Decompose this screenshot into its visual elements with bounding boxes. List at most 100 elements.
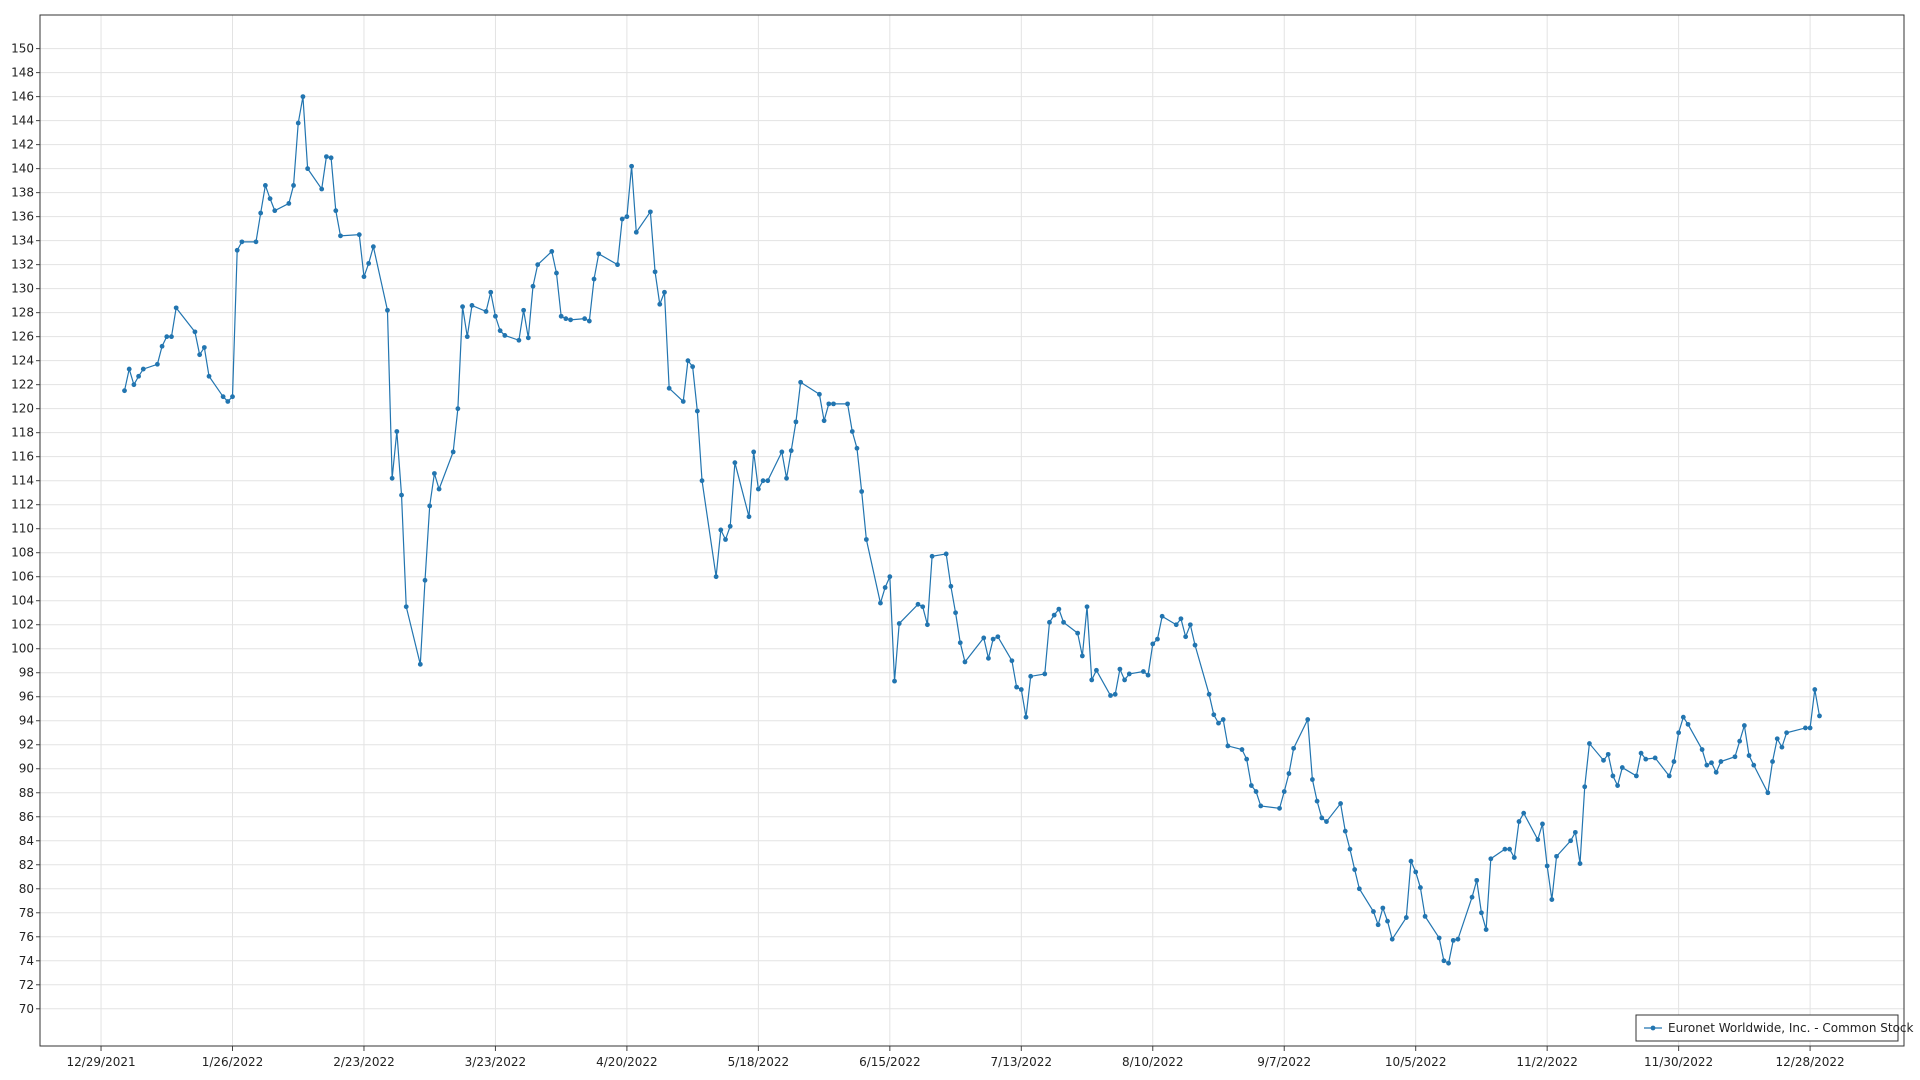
- data-point: [239, 239, 245, 245]
- data-point: [680, 399, 686, 404]
- data-point: [1389, 936, 1395, 942]
- x-tick-label: 3/23/2022: [465, 1055, 527, 1069]
- data-point: [1469, 894, 1475, 900]
- data-point: [1352, 867, 1358, 872]
- x-tick-label: 11/2/2022: [1516, 1055, 1578, 1069]
- data-point: [1507, 846, 1513, 852]
- data-point: [1187, 622, 1193, 628]
- data-point: [957, 640, 963, 646]
- data-point: [694, 408, 700, 414]
- data-point: [370, 244, 376, 250]
- data-point: [1417, 885, 1423, 890]
- data-point: [1347, 846, 1353, 852]
- data-point: [1713, 769, 1719, 775]
- data-point: [497, 328, 503, 334]
- data-point: [1183, 634, 1189, 640]
- y-tick-label: 126: [11, 330, 34, 344]
- data-point: [1535, 837, 1541, 842]
- data-point: [140, 366, 146, 372]
- y-tick-label: 142: [11, 138, 34, 152]
- data-point: [1544, 863, 1550, 869]
- data-point: [1173, 622, 1179, 628]
- y-tick-label: 94: [19, 714, 34, 728]
- data-point: [1601, 757, 1606, 763]
- y-tick-label: 90: [19, 762, 34, 776]
- data-point: [1619, 765, 1625, 770]
- y-tick-label: 104: [11, 594, 34, 608]
- data-point: [1056, 606, 1062, 612]
- data-point: [1671, 759, 1677, 764]
- data-point: [1319, 815, 1325, 821]
- data-point: [230, 394, 235, 400]
- y-tick-label: 80: [19, 882, 34, 896]
- data-point: [356, 232, 362, 238]
- data-point: [272, 208, 278, 214]
- data-point: [1516, 819, 1522, 824]
- y-tick-label: 76: [19, 930, 34, 944]
- y-tick-label: 148: [11, 66, 34, 80]
- data-point: [662, 289, 667, 295]
- data-point: [554, 270, 559, 276]
- data-point: [779, 449, 785, 455]
- data-point: [582, 316, 588, 322]
- data-point: [1277, 805, 1282, 811]
- data-point: [1225, 743, 1231, 749]
- data-point: [450, 449, 456, 455]
- data-point: [1483, 927, 1489, 932]
- data-point: [1338, 801, 1343, 806]
- data-point: [464, 334, 470, 340]
- data-point: [1638, 750, 1644, 756]
- data-point: [878, 600, 883, 606]
- data-point: [652, 269, 658, 275]
- data-point: [1413, 869, 1419, 875]
- data-point: [300, 94, 306, 100]
- data-point: [1310, 777, 1315, 782]
- data-point: [1291, 745, 1297, 751]
- legend: Euronet Worldwide, Inc. - Common Stock: [1635, 1014, 1914, 1042]
- data-point: [629, 163, 634, 169]
- data-point: [1817, 713, 1822, 719]
- data-point: [295, 120, 301, 126]
- y-tick-label: 88: [19, 786, 34, 800]
- data-point: [1117, 666, 1123, 672]
- data-point: [596, 251, 602, 257]
- data-point: [1643, 756, 1649, 762]
- data-point: [197, 352, 203, 358]
- y-tick-label: 134: [11, 234, 34, 248]
- data-point: [366, 261, 372, 266]
- data-point: [1709, 760, 1714, 766]
- data-point: [863, 537, 869, 542]
- y-tick-label: 136: [11, 210, 34, 224]
- data-point: [755, 486, 761, 492]
- legend-box: [1635, 1014, 1899, 1042]
- data-point: [122, 388, 127, 394]
- data-point: [1774, 736, 1780, 742]
- data-point: [1051, 612, 1057, 618]
- data-point: [361, 274, 367, 280]
- data-point: [558, 313, 564, 319]
- data-point: [234, 247, 240, 253]
- data-point: [417, 661, 423, 667]
- data-point: [1474, 877, 1480, 883]
- data-point: [690, 364, 696, 370]
- data-point: [521, 307, 527, 313]
- data-point: [882, 585, 888, 590]
- data-point: [1540, 821, 1545, 827]
- data-point: [1765, 790, 1771, 796]
- y-tick-label: 110: [11, 522, 34, 536]
- data-point: [206, 373, 212, 379]
- data-point: [427, 503, 433, 509]
- data-point: [1685, 721, 1691, 727]
- y-tick-label: 120: [11, 402, 34, 416]
- data-point: [953, 610, 958, 616]
- data-point: [1436, 935, 1442, 941]
- data-point: [831, 401, 836, 407]
- x-tick-label: 2/23/2022: [333, 1055, 395, 1069]
- data-point: [1680, 714, 1686, 720]
- data-point: [291, 183, 296, 188]
- y-tick-label: 124: [11, 354, 34, 368]
- data-point: [455, 406, 461, 412]
- data-point: [1342, 828, 1348, 834]
- y-tick-label: 106: [11, 570, 34, 584]
